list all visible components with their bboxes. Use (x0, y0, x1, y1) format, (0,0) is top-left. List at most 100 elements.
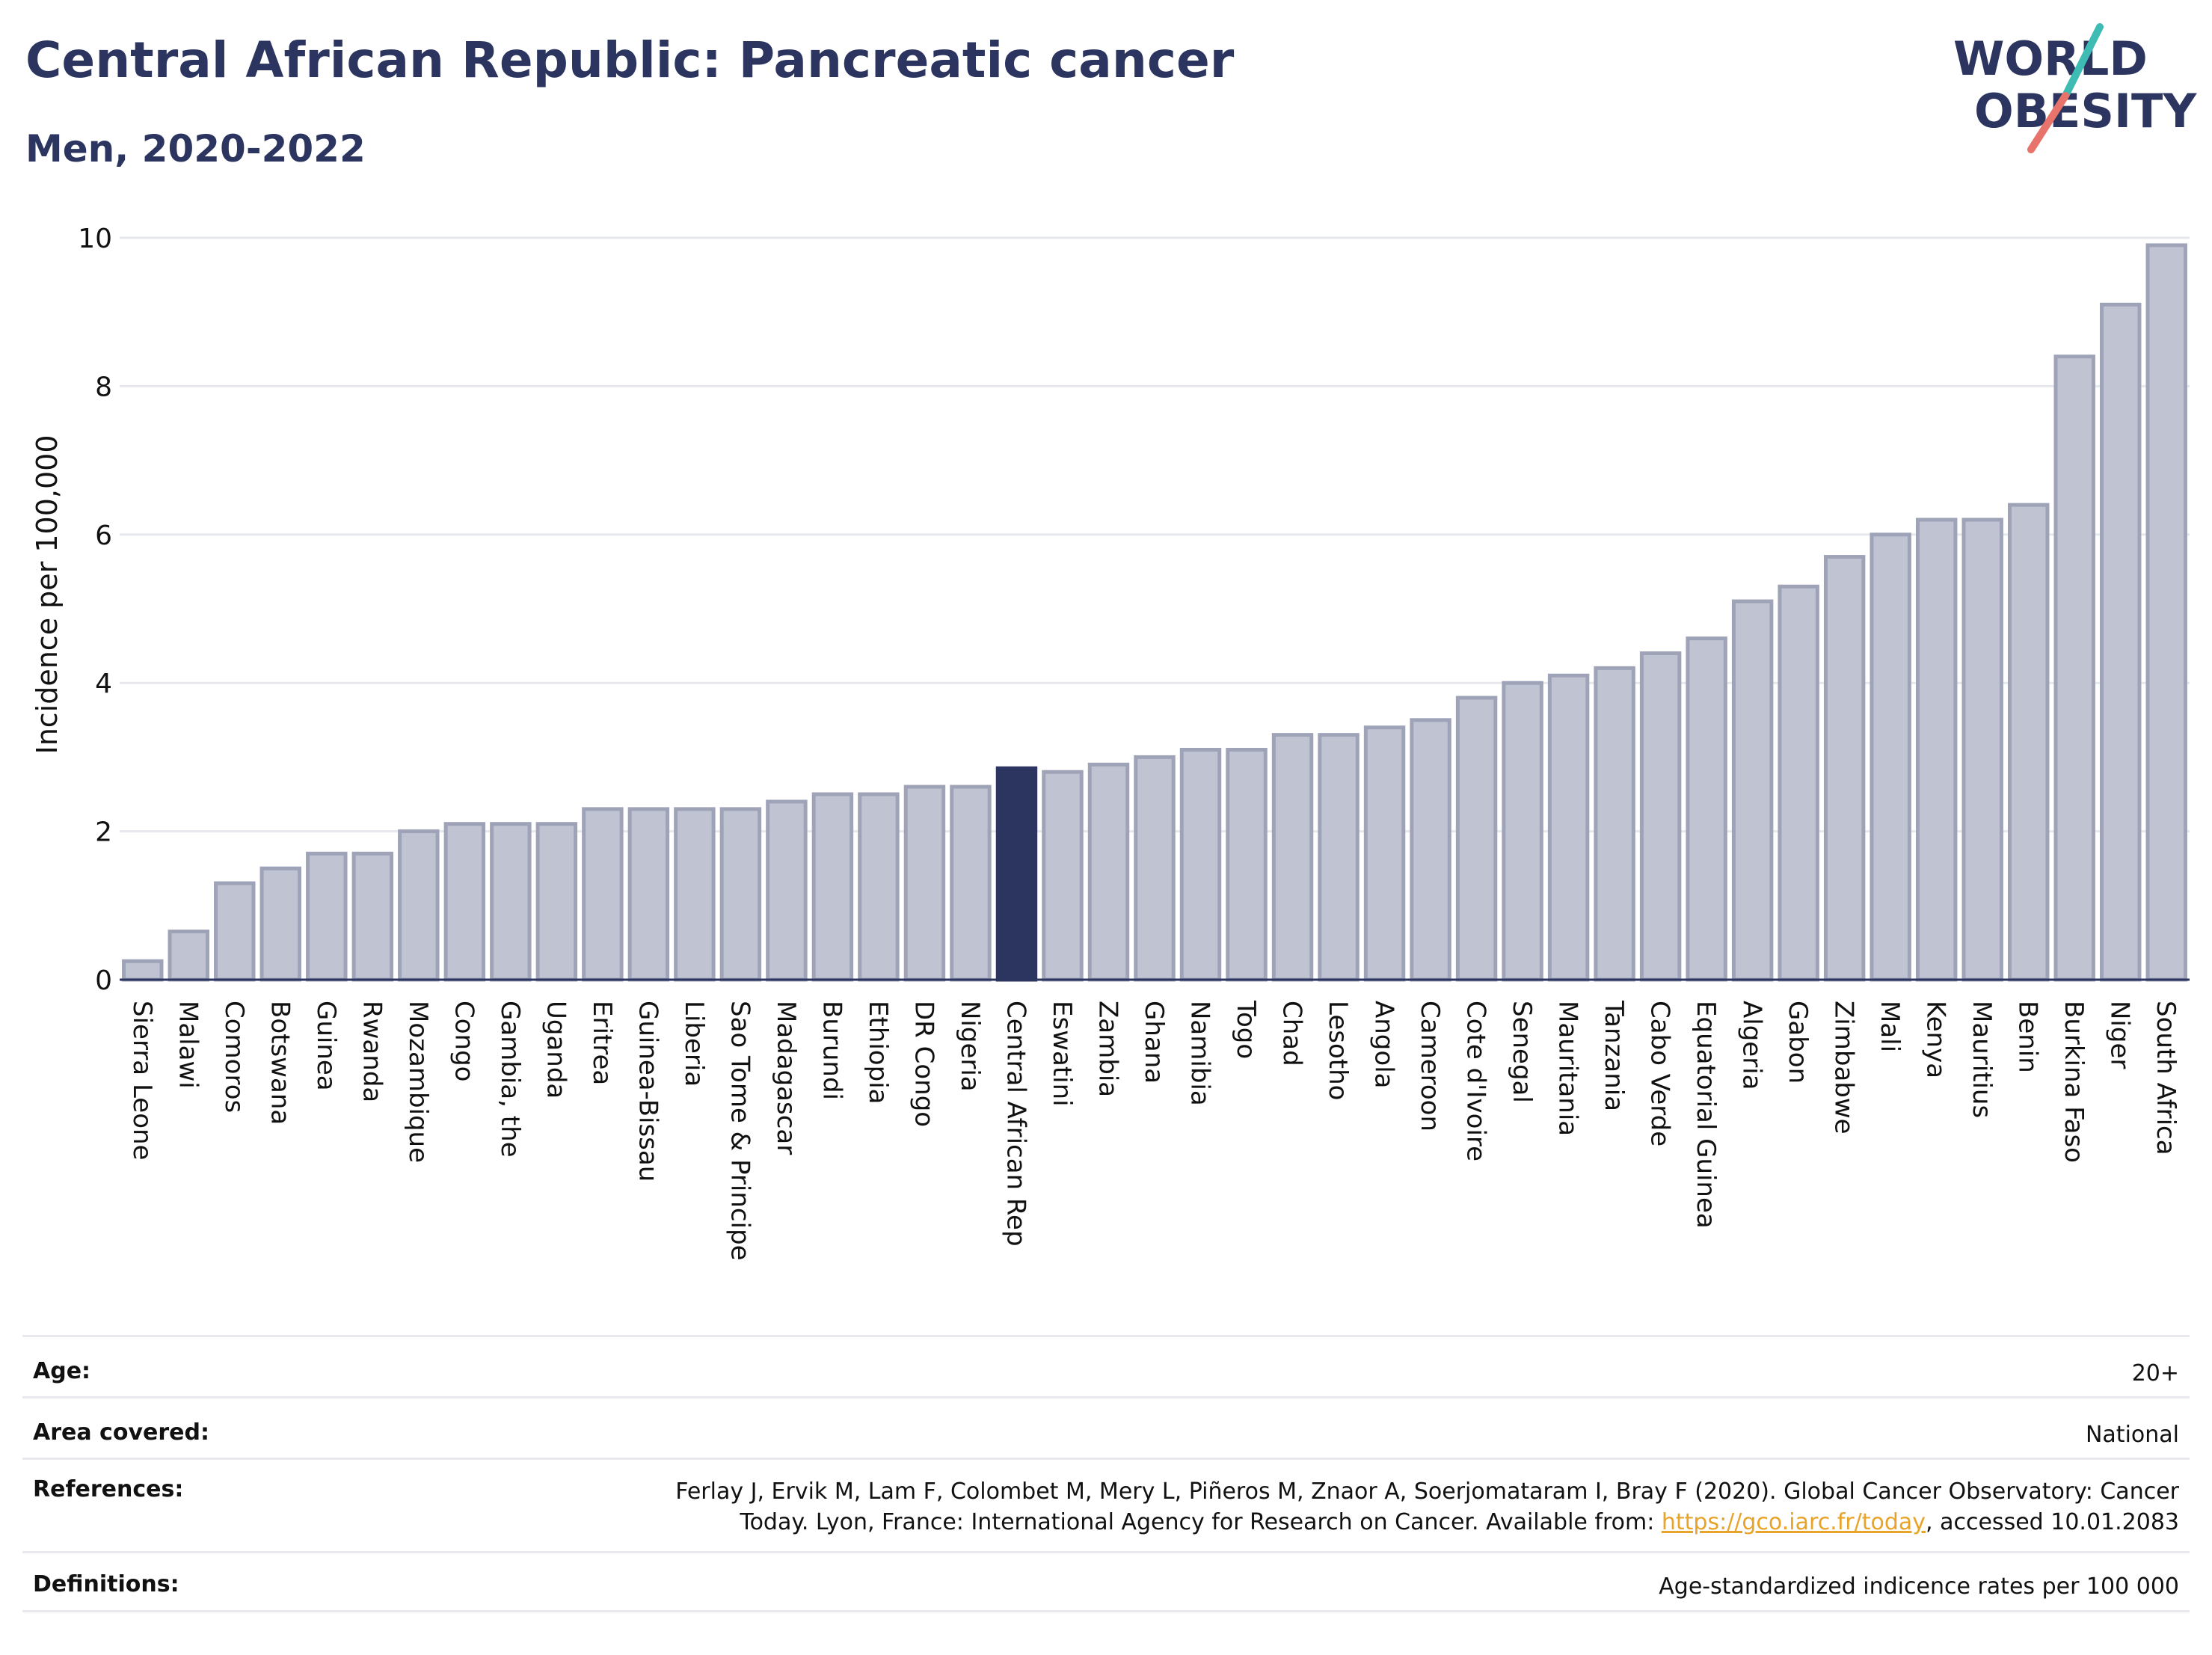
bar-cabo-verde (1639, 651, 1682, 982)
bar-botswana (259, 866, 302, 982)
x-tick-label: Madagascar (771, 1001, 801, 1155)
bar-south-africa (2145, 243, 2187, 982)
x-tick-label: Mozambique (403, 1001, 433, 1163)
bar-equatorial-guinea (1686, 636, 1727, 982)
info-row-definitions: Definitions: Age-standardized indicence … (22, 1551, 2190, 1612)
bar-cameroon (1410, 718, 1451, 982)
x-tick-label: Nigeria (955, 1001, 985, 1092)
x-tick-label: Lesotho (1323, 1001, 1353, 1100)
bar-central-african-rep (995, 766, 1038, 982)
bar-nigeria (950, 784, 992, 982)
y-tick-label: 6 (95, 521, 112, 551)
bar-guinea-bissau (627, 807, 670, 982)
x-tick-label: Cameroon (1415, 1001, 1445, 1132)
references-line-2-prefix: Today. Lyon, France: International Agenc… (740, 1509, 1662, 1536)
x-tick-label: Uganda (541, 1001, 571, 1099)
bar-madagascar (766, 799, 808, 982)
x-tick-label: Guinea-Bissau (633, 1001, 663, 1182)
bar-zimbabwe (1823, 555, 1866, 982)
bar-senegal (1502, 681, 1543, 982)
y-tick-label: 8 (95, 372, 112, 402)
y-tick-label: 2 (95, 817, 112, 848)
x-tick-label: Sao Tome & Principe (725, 1001, 755, 1261)
x-tick-label: Chad (1277, 1001, 1307, 1066)
x-tick-label: Cote d'Ivoire (1461, 1001, 1491, 1161)
references-label: References: (33, 1476, 184, 1502)
bar-mali (1870, 532, 1911, 982)
x-tick-label: Mali (1875, 1001, 1905, 1052)
x-tick-label: Niger (2105, 1001, 2135, 1069)
age-value: 20+ (2131, 1360, 2179, 1387)
x-tick-label: Eritrea (587, 1001, 617, 1085)
x-tick-label: Guinea (311, 1001, 341, 1091)
bar-benin (2007, 503, 2050, 982)
bar-tanzania (1594, 666, 1635, 982)
bar-dr-congo (903, 784, 946, 982)
bar-guinea (306, 851, 348, 982)
bar-liberia (674, 807, 716, 982)
x-tick-label: Eswatini (1047, 1001, 1077, 1107)
bar-eswatini (1042, 770, 1084, 982)
bar-gabon (1778, 584, 1819, 982)
x-tick-label: Zambia (1093, 1001, 1122, 1097)
logo-slash-coral (2027, 92, 2069, 153)
bar-comoros (214, 881, 256, 982)
references-link[interactable]: https://gco.iarc.fr/today (1661, 1509, 1926, 1536)
bar-ghana (1134, 755, 1176, 982)
bar-cote-d-ivoire (1455, 696, 1498, 982)
x-tick-label: Ghana (1139, 1001, 1169, 1084)
x-tick-label: South Africa (2151, 1001, 2181, 1155)
x-tick-label: Liberia (679, 1001, 709, 1087)
x-tick-label: Burkina Faso (2059, 1001, 2089, 1163)
x-tick-label: Mauritania (1553, 1001, 1583, 1136)
bar-ethiopia (858, 792, 900, 982)
info-row-age: Age: 20+ (22, 1335, 2190, 1396)
bar-congo (443, 822, 486, 982)
x-tick-label: Congo (449, 1001, 479, 1081)
x-tick-label: Cabo Verde (1645, 1001, 1675, 1146)
x-tick-label: Central African Rep (1001, 1001, 1030, 1247)
x-tick-label: Senegal (1507, 1001, 1537, 1103)
y-tick-label: 0 (95, 965, 112, 996)
x-tick-label: Comoros (219, 1001, 249, 1113)
bar-namibia (1179, 747, 1222, 982)
x-tick-label: Namibia (1185, 1001, 1215, 1106)
y-tick-label: 10 (78, 224, 112, 254)
page-title: Central African Republic: Pancreatic can… (25, 31, 1235, 89)
x-tick-label: Tanzania (1599, 1000, 1629, 1111)
logo-slash-teal (2062, 23, 2104, 99)
x-tick-label: Sierra Leone (127, 1001, 157, 1160)
x-tick-label: Benin (2013, 1001, 2043, 1073)
bar-niger (2100, 302, 2142, 982)
bar-mauritania (1547, 673, 1590, 982)
info-row-area: Area covered: National (22, 1396, 2190, 1458)
logo-text-obesity: OBESITY (1974, 84, 2197, 138)
bar-kenya (1915, 518, 1958, 982)
definitions-label: Definitions: (33, 1571, 179, 1597)
x-axis-labels: Sierra Leone Malawi Comoros Botswana Guinea R… (127, 1000, 2181, 1261)
x-tick-label: Botswana (265, 1001, 295, 1125)
bar-gambia-the (490, 822, 532, 982)
references-value: Ferlay J, Ervik M, Lam F, Colombet M, Me… (675, 1476, 2179, 1538)
age-label: Age: (33, 1358, 91, 1384)
y-axis-ticks: 0 2 4 6 8 10 (78, 224, 112, 996)
x-tick-label: Gambia, the (495, 1001, 525, 1158)
bar-mozambique (398, 829, 440, 982)
x-tick-label: Malawi (173, 1001, 203, 1089)
x-tick-label: Ethiopia (863, 1001, 893, 1104)
bar-togo (1226, 747, 1268, 982)
bar-uganda (535, 822, 578, 982)
y-axis-label: Incidence per 100,000 (31, 435, 64, 754)
bar-eritrea (582, 807, 624, 982)
info-table: Age: 20+ Area covered: National Referenc… (22, 1335, 2190, 1612)
bar-lesotho (1318, 733, 1360, 982)
chart-bars (122, 243, 2187, 982)
area-label: Area covered: (33, 1419, 209, 1446)
x-tick-label: Zimbabwe (1829, 1001, 1859, 1134)
area-value: National (2085, 1422, 2179, 1448)
x-tick-label: Rwanda (357, 1001, 387, 1102)
bar-burkina-faso (2053, 354, 2095, 982)
world-obesity-logo: WORLD OBESITY (1953, 23, 2197, 153)
bar-algeria (1731, 599, 1774, 982)
bar-chart: 0 2 4 6 8 10 Incidence per 100,000 Sierra Leo… (31, 224, 2190, 1261)
